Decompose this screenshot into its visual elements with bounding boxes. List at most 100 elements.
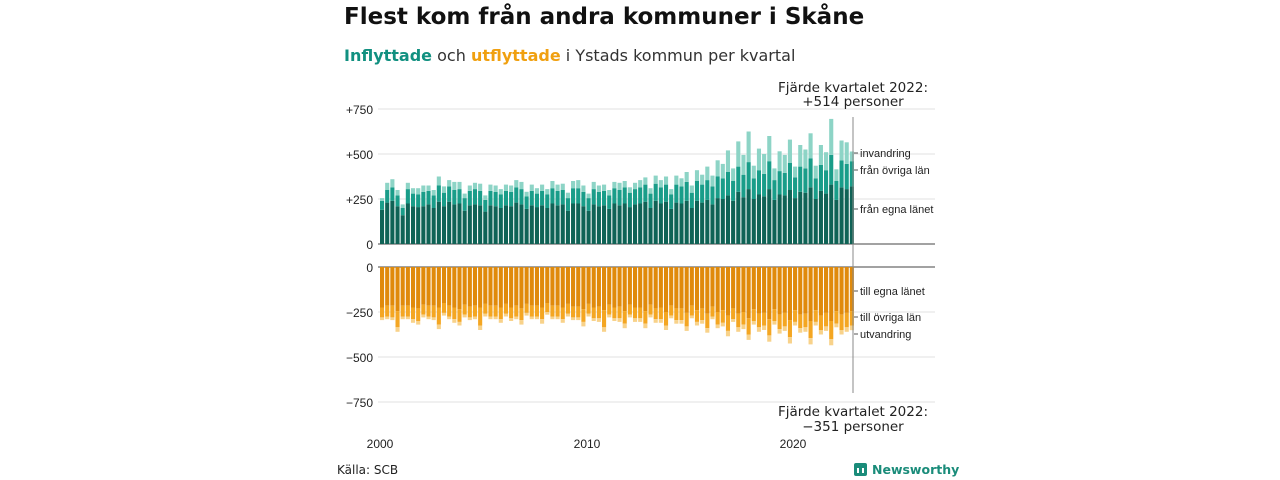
bar-in-0-44 xyxy=(607,208,612,244)
bar-in-1-55 xyxy=(663,184,669,202)
series-labels: invandring från övriga län från egna län… xyxy=(854,148,933,341)
bar-in-0-72 xyxy=(751,199,756,244)
bar-in-1-54 xyxy=(658,187,663,204)
bar-in-2-34 xyxy=(555,184,560,191)
bar-out-0-45 xyxy=(612,267,617,308)
bar-in-2-89 xyxy=(839,140,844,161)
label-fran-egna-lanet: från egna länet xyxy=(860,204,933,216)
bar-out-1-67 xyxy=(725,315,731,331)
bar-in-2-64 xyxy=(710,175,715,187)
bar-out-1-74 xyxy=(762,312,767,326)
bar-in-0-61 xyxy=(694,200,700,244)
bar-in-2-32 xyxy=(545,189,550,195)
bar-out-0-21 xyxy=(488,267,493,306)
bar-in-0-56 xyxy=(669,208,674,244)
bar-out-0-54 xyxy=(658,267,663,308)
bar-in-0-35 xyxy=(560,204,565,244)
bar-out-1-78 xyxy=(782,312,787,327)
bar-in-2-19 xyxy=(478,183,483,191)
bar-out-2-22 xyxy=(493,316,498,320)
subtitle-rest: i Ystads kommun per kvartal xyxy=(565,46,796,65)
bar-out-2-7 xyxy=(416,321,421,325)
bar-in-0-47 xyxy=(622,203,627,244)
bar-out-2-35 xyxy=(560,319,565,323)
bar-out-1-0 xyxy=(380,307,385,318)
bar-out-0-35 xyxy=(560,267,565,308)
bar-in-1-79 xyxy=(787,163,792,190)
bar-in-2-65 xyxy=(715,160,720,177)
bar-in-2-36 xyxy=(565,192,570,199)
bar-in-1-19 xyxy=(478,190,483,206)
bar-in-2-69 xyxy=(736,141,741,167)
bar-in-2-67 xyxy=(725,150,731,172)
bar-in-2-1 xyxy=(385,182,390,190)
bar-out-1-57 xyxy=(674,308,679,321)
bar-in-1-34 xyxy=(555,190,560,206)
bar-in-0-79 xyxy=(787,190,792,244)
bar-in-1-66 xyxy=(720,178,725,199)
bar-in-1-2 xyxy=(390,187,395,201)
bar-in-1-83 xyxy=(808,158,813,188)
bar-out-1-60 xyxy=(689,305,694,316)
bar-out-2-17 xyxy=(467,317,472,321)
bar-in-0-48 xyxy=(627,207,632,244)
bar-in-2-27 xyxy=(519,181,524,190)
bar-out-0-5 xyxy=(405,267,410,306)
bar-in-0-25 xyxy=(509,206,514,244)
bar-out-0-61 xyxy=(694,267,700,311)
bar-in-2-42 xyxy=(596,185,601,192)
bar-in-0-62 xyxy=(700,202,705,244)
bar-out-1-26 xyxy=(514,305,519,317)
bar-out-2-84 xyxy=(813,321,818,326)
bar-out-1-83 xyxy=(808,321,813,339)
bar-in-0-71 xyxy=(746,189,751,244)
bar-in-1-46 xyxy=(617,190,622,206)
bar-in-0-84 xyxy=(813,199,818,244)
bar-in-2-15 xyxy=(457,181,462,190)
label-till-egna-lanet: till egna länet xyxy=(860,286,925,298)
bar-in-2-51 xyxy=(643,177,648,185)
bar-out-0-57 xyxy=(674,267,679,309)
bar-in-2-43 xyxy=(602,184,607,191)
bar-in-0-46 xyxy=(617,205,622,244)
bar-in-1-90 xyxy=(844,163,849,190)
bar-out-2-73 xyxy=(756,327,761,332)
bar-out-1-12 xyxy=(441,303,447,313)
bar-in-0-82 xyxy=(803,192,808,244)
bar-out-2-56 xyxy=(669,315,674,319)
bar-out-0-46 xyxy=(617,267,622,307)
bar-in-1-10 xyxy=(431,195,436,208)
bar-in-1-86 xyxy=(824,170,829,194)
bar-in-0-73 xyxy=(756,194,761,244)
bar-out-1-38 xyxy=(576,306,581,318)
bar-in-0-23 xyxy=(498,208,503,244)
bar-in-1-70 xyxy=(741,174,746,198)
bar-out-1-55 xyxy=(663,312,669,326)
bar-in-0-65 xyxy=(715,198,720,244)
bar-in-2-66 xyxy=(720,163,725,179)
bar-in-1-31 xyxy=(540,190,545,206)
bar-out-0-86 xyxy=(824,267,829,313)
bar-out-1-61 xyxy=(694,310,700,322)
bar-out-0-55 xyxy=(663,267,669,312)
bar-out-1-54 xyxy=(658,307,663,320)
bar-in-1-44 xyxy=(607,195,612,209)
bar-out-2-47 xyxy=(622,323,627,329)
bar-out-0-83 xyxy=(808,267,813,321)
bar-out-0-91 xyxy=(849,267,854,312)
subtitle-inflyttade: Inflyttade xyxy=(344,46,433,65)
bar-in-1-49 xyxy=(632,189,638,205)
bar-in-1-59 xyxy=(684,181,689,201)
bar-out-1-6 xyxy=(410,307,416,320)
bar-out-2-51 xyxy=(643,323,648,329)
bar-out-2-58 xyxy=(679,320,684,324)
bar-out-0-16 xyxy=(462,267,467,305)
annotation-top-line2: +514 personer xyxy=(802,94,904,110)
bar-out-2-21 xyxy=(488,316,493,320)
bar-in-0-49 xyxy=(632,204,638,244)
bar-in-0-16 xyxy=(462,210,467,244)
bar-out-1-20 xyxy=(483,303,488,314)
bar-in-2-55 xyxy=(663,176,669,185)
bar-in-2-58 xyxy=(679,178,684,187)
bar-in-1-28 xyxy=(524,196,529,209)
